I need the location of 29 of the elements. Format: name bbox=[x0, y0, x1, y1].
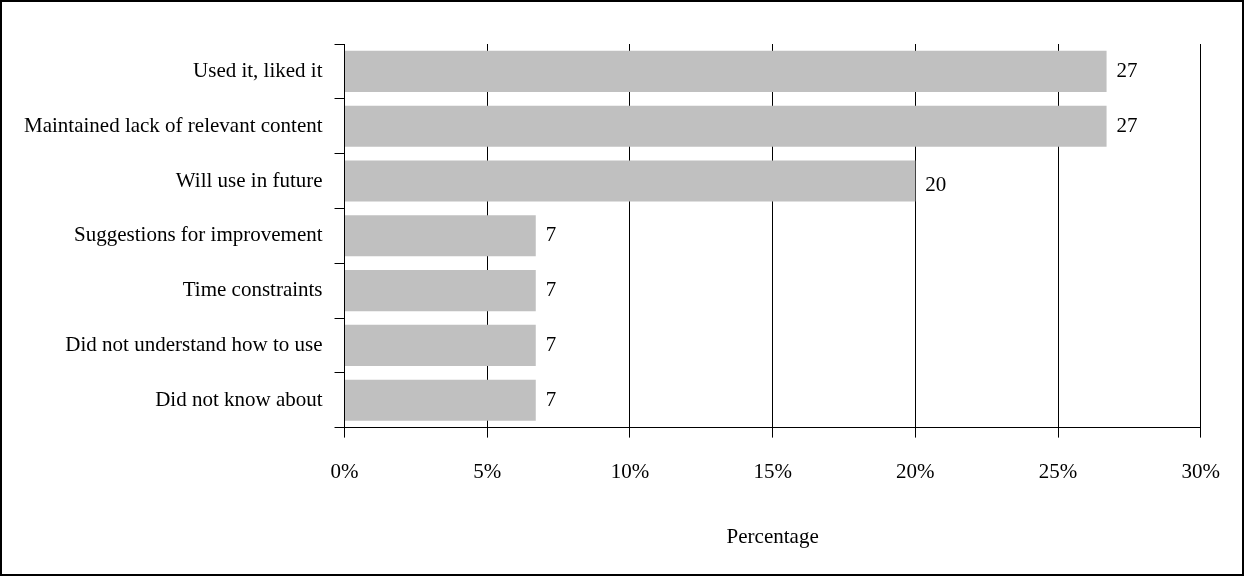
x-tick-label: 10% bbox=[610, 458, 650, 483]
x-tick-label: 0% bbox=[330, 458, 359, 483]
bar bbox=[345, 379, 536, 421]
data-label: 7 bbox=[545, 386, 557, 411]
y-tick-label: Did not know about bbox=[155, 386, 323, 411]
y-tick-label: Did not understand how to use bbox=[65, 331, 323, 356]
data-label: 7 bbox=[545, 331, 557, 356]
data-label: 7 bbox=[545, 222, 557, 247]
bar bbox=[345, 324, 536, 366]
bar bbox=[345, 215, 536, 257]
bar bbox=[345, 50, 1107, 92]
x-tick-label: 25% bbox=[1038, 458, 1078, 483]
y-tick-label: Maintained lack of relevant content bbox=[24, 112, 323, 137]
y-tick-label: Time constraints bbox=[182, 277, 323, 302]
x-tick-label: 30% bbox=[1181, 458, 1220, 483]
bar bbox=[345, 270, 536, 312]
data-label: 27 bbox=[1116, 57, 1138, 82]
y-tick-label: Used it, liked it bbox=[193, 57, 323, 82]
y-tick-label: Suggestions for improvement bbox=[74, 222, 323, 247]
x-axis-title: Percentage bbox=[726, 523, 819, 548]
x-tick-label: 20% bbox=[896, 458, 935, 483]
x-tick-label: 15% bbox=[753, 458, 792, 483]
y-tick-label: Will use in future bbox=[175, 167, 323, 192]
bar bbox=[345, 160, 916, 202]
data-label: 7 bbox=[545, 277, 557, 302]
data-label: 27 bbox=[1116, 112, 1138, 137]
data-label: 20 bbox=[925, 171, 947, 196]
bar bbox=[345, 105, 1107, 147]
x-tick-label: 5% bbox=[473, 458, 502, 483]
